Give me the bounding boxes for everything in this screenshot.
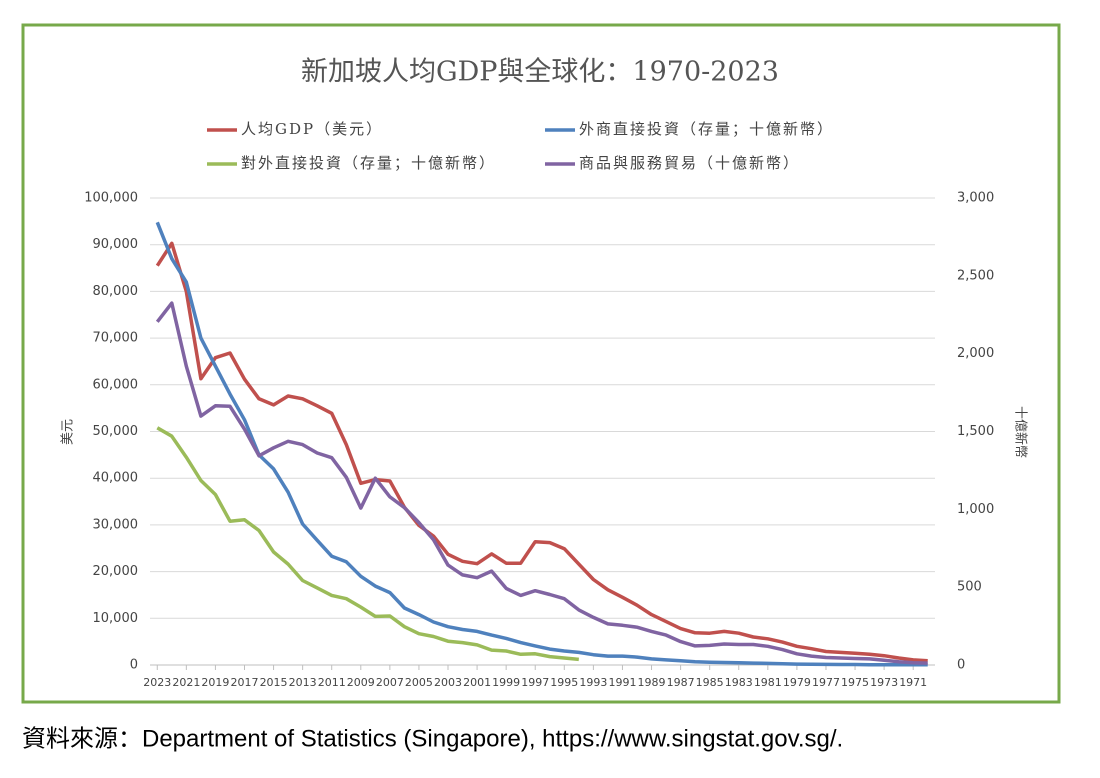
x-tick-label: 1979 [783, 676, 811, 689]
x-tick-label: 1989 [638, 676, 666, 689]
y2-tick-label: 1,000 [957, 502, 994, 517]
y-tick-label: 50,000 [93, 424, 139, 439]
y-axis-label: 美元 [61, 419, 76, 445]
y-tick-label: 90,000 [93, 237, 139, 252]
series-line [155, 301, 928, 665]
y-tick-label: 100,000 [84, 191, 138, 206]
y-tick-label: 0 [130, 658, 138, 673]
series-line [155, 221, 928, 667]
x-tick-label: 1987 [667, 676, 695, 689]
series-line [156, 426, 579, 662]
x-tick-label: 1971 [899, 676, 927, 689]
legend-label: 人均GDP（美元） [241, 120, 383, 138]
x-tick-label: 1973 [870, 676, 898, 689]
legend-label: 商品與服務貿易（十億新幣） [579, 154, 800, 172]
x-tick-label: 1985 [696, 676, 724, 689]
y2-tick-label: 1,500 [957, 424, 994, 439]
y2-tick-label: 2,000 [957, 346, 994, 361]
x-tick-label: 2015 [260, 676, 288, 689]
x-tick-label: 1983 [725, 676, 753, 689]
y-tick-label: 60,000 [93, 377, 139, 392]
x-tick-label: 2009 [347, 676, 375, 689]
x-tick-label: 2003 [434, 676, 462, 689]
y2-tick-label: 2,500 [957, 268, 994, 283]
y-tick-label: 80,000 [93, 284, 139, 299]
x-tick-label: 1995 [550, 676, 578, 689]
x-tick-label: 1977 [812, 676, 840, 689]
chart-title: 新加坡人均GDP與全球化：1970-2023 [301, 57, 779, 88]
legend-label: 外商直接投資（存量；十億新幣） [579, 120, 834, 138]
y2-tick-label: 500 [957, 580, 982, 595]
series-line [155, 241, 928, 663]
y-tick-label: 20,000 [93, 564, 139, 579]
y-tick-label: 40,000 [93, 471, 139, 486]
x-tick-label: 2017 [230, 676, 258, 689]
y-tick-label: 30,000 [93, 517, 139, 532]
chart-frame [21, 23, 1061, 704]
x-tick-label: 2013 [289, 676, 317, 689]
x-tick-label: 1999 [492, 676, 520, 689]
x-tick-label: 2021 [172, 676, 200, 689]
x-tick-label: 2019 [201, 676, 229, 689]
y2-tick-label: 3,000 [957, 191, 994, 206]
legend-label: 對外直接投資（存量；十億新幣） [241, 154, 496, 172]
x-tick-label: 1991 [608, 676, 636, 689]
x-tick-label: 2011 [318, 676, 346, 689]
x-tick-label: 1975 [841, 676, 869, 689]
x-tick-label: 1997 [521, 676, 549, 689]
source-note: 資料來源：Department of Statistics (Singapore… [22, 725, 843, 752]
x-tick-label: 1981 [754, 676, 782, 689]
y2-axis-label: 十億新幣 [1013, 406, 1029, 458]
x-tick-label: 2001 [463, 676, 491, 689]
y-tick-label: 10,000 [93, 611, 139, 626]
x-tick-label: 1993 [579, 676, 607, 689]
x-tick-label: 2005 [405, 676, 433, 689]
x-tick-label: 2007 [376, 676, 404, 689]
x-tick-label: 2023 [143, 676, 171, 689]
y-tick-label: 70,000 [93, 331, 139, 346]
y2-tick-label: 0 [957, 658, 965, 673]
